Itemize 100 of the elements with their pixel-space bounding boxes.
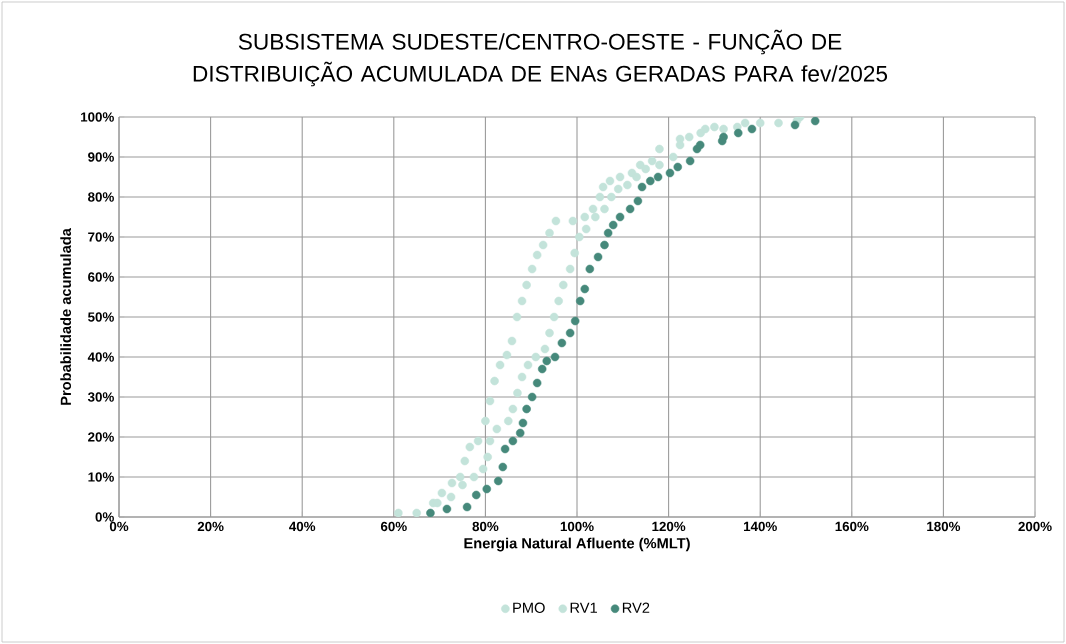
x-tick-label: 180% — [927, 521, 961, 532]
x-tick-label: 120% — [652, 521, 686, 532]
point — [508, 436, 518, 446]
point — [538, 240, 548, 250]
point — [637, 182, 647, 192]
point — [458, 480, 467, 490]
x-axis-title: Energia Natural Afluente (%MLT) — [464, 537, 690, 552]
point — [537, 364, 547, 374]
chart-title: SUBSISTEMA SUDESTE/CENTRO-OESTE - FUNÇÃO DE DISTRIBUIÇÃO ACUMULADA DE ENAs GERADAS PARA fev/2025 — [193, 29, 888, 87]
point — [655, 144, 664, 154]
point — [580, 212, 590, 222]
point — [598, 182, 608, 192]
point — [554, 296, 563, 306]
point — [575, 232, 584, 242]
y-tick-label: 60% — [88, 272, 114, 282]
point — [632, 172, 641, 182]
point — [549, 312, 559, 322]
y-tick-label: 50% — [88, 312, 114, 322]
point — [455, 472, 465, 482]
point — [557, 338, 567, 348]
point — [532, 250, 542, 260]
point — [527, 264, 537, 274]
point — [504, 416, 513, 426]
point — [447, 478, 457, 488]
point — [581, 224, 591, 234]
point — [668, 152, 678, 162]
point — [591, 212, 600, 222]
point — [580, 284, 590, 294]
point — [522, 280, 531, 290]
point — [531, 352, 541, 362]
point — [508, 404, 518, 414]
point — [551, 216, 561, 226]
point — [473, 436, 483, 446]
point — [507, 336, 517, 346]
point — [655, 160, 664, 170]
point — [695, 140, 705, 150]
x-tick-label: 60% — [380, 521, 407, 532]
point — [481, 416, 490, 426]
point — [492, 424, 502, 434]
point — [490, 376, 499, 386]
point — [550, 352, 560, 362]
y-tick-label: 20% — [88, 432, 114, 442]
point — [625, 204, 635, 214]
point — [641, 164, 650, 174]
x-tick-label: 200% — [1018, 521, 1052, 532]
point — [733, 128, 743, 138]
point — [446, 492, 456, 502]
point — [608, 220, 618, 230]
point — [719, 132, 728, 142]
point — [647, 156, 657, 166]
x-tick-label: 0% — [109, 521, 129, 532]
point — [570, 248, 579, 258]
point — [685, 156, 695, 166]
point — [615, 172, 625, 182]
point — [517, 372, 527, 382]
point — [517, 296, 527, 306]
point — [545, 228, 554, 238]
point — [615, 212, 625, 222]
point — [495, 360, 505, 370]
point — [613, 184, 623, 194]
point — [633, 196, 643, 206]
y-tick-label: 40% — [87, 352, 114, 362]
point — [559, 280, 568, 290]
point — [570, 316, 580, 326]
y-tick-label: 90% — [88, 152, 114, 162]
point — [540, 344, 550, 354]
point — [460, 456, 470, 466]
point — [522, 404, 531, 414]
point — [665, 168, 675, 178]
x-tick-label: 40% — [289, 521, 316, 532]
y-tick-label: 100% — [81, 112, 114, 122]
point — [588, 204, 598, 214]
point — [482, 484, 492, 494]
x-tick-label: 100% — [560, 521, 594, 532]
point — [498, 462, 508, 472]
point — [485, 436, 495, 446]
point — [485, 396, 495, 406]
y-tick-label: 10% — [88, 472, 114, 482]
point — [471, 490, 481, 500]
point — [523, 360, 533, 370]
x-tick-label: 80% — [472, 521, 499, 532]
point — [593, 252, 603, 262]
legend-label: RV2 — [622, 602, 650, 613]
point — [513, 388, 522, 398]
point — [565, 328, 575, 338]
x-tick-label: 160% — [835, 521, 869, 532]
point — [542, 356, 552, 366]
y-tick-label: 0% — [95, 512, 114, 522]
point — [502, 350, 512, 360]
point — [603, 228, 613, 238]
point — [469, 472, 479, 482]
point — [607, 192, 616, 202]
point — [605, 176, 615, 186]
point — [673, 162, 683, 172]
point — [500, 444, 510, 454]
point — [635, 160, 645, 170]
x-tick-label: 20% — [197, 521, 224, 532]
point — [478, 464, 488, 474]
point — [532, 378, 542, 388]
point — [568, 216, 578, 226]
